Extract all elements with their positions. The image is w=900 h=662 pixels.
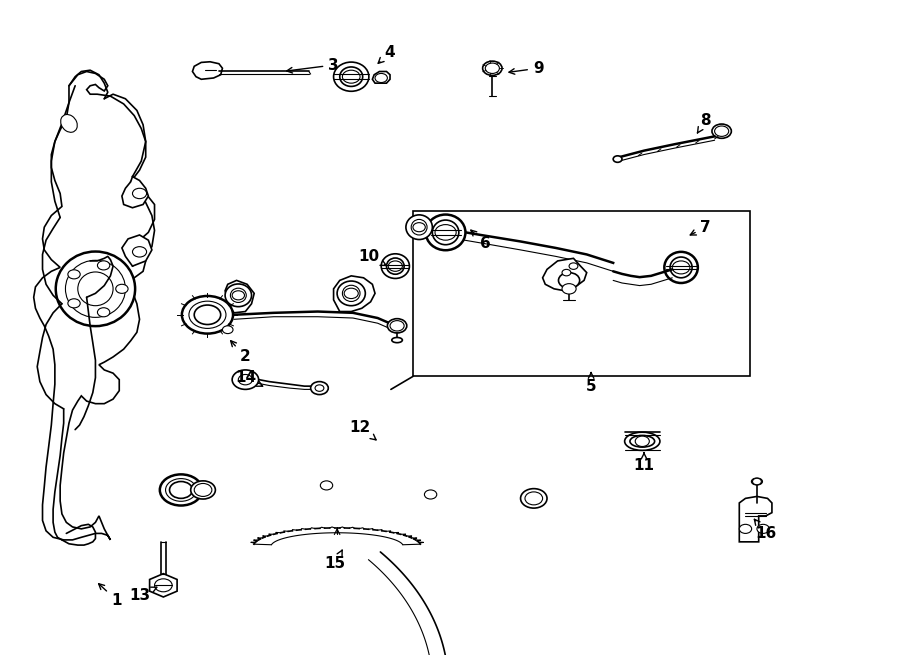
- Ellipse shape: [630, 436, 654, 447]
- Ellipse shape: [160, 475, 202, 506]
- Ellipse shape: [670, 257, 692, 278]
- Polygon shape: [149, 574, 177, 597]
- Ellipse shape: [382, 254, 410, 279]
- Text: 16: 16: [754, 519, 777, 541]
- Circle shape: [132, 188, 147, 199]
- Polygon shape: [739, 496, 772, 542]
- Ellipse shape: [225, 284, 252, 307]
- Ellipse shape: [392, 338, 402, 343]
- Text: 4: 4: [378, 44, 395, 64]
- Ellipse shape: [387, 318, 407, 333]
- Ellipse shape: [60, 115, 77, 132]
- Circle shape: [155, 579, 172, 592]
- Circle shape: [757, 524, 770, 534]
- Text: 2: 2: [230, 341, 251, 365]
- Circle shape: [238, 375, 252, 385]
- Ellipse shape: [191, 481, 215, 499]
- Text: 11: 11: [634, 453, 654, 473]
- Polygon shape: [122, 235, 152, 266]
- Circle shape: [435, 224, 456, 240]
- Circle shape: [342, 70, 360, 83]
- Circle shape: [559, 273, 580, 288]
- Text: 5: 5: [586, 373, 597, 394]
- Text: 1: 1: [99, 584, 122, 608]
- Circle shape: [425, 490, 436, 499]
- Text: 7: 7: [690, 220, 711, 235]
- Circle shape: [68, 299, 80, 308]
- Circle shape: [715, 126, 729, 136]
- Ellipse shape: [386, 258, 404, 274]
- Ellipse shape: [166, 479, 196, 501]
- Ellipse shape: [77, 272, 113, 306]
- Text: 8: 8: [698, 113, 711, 133]
- Circle shape: [413, 222, 426, 232]
- Circle shape: [169, 481, 193, 498]
- Circle shape: [569, 263, 578, 269]
- Polygon shape: [122, 177, 148, 208]
- Circle shape: [320, 481, 333, 490]
- Circle shape: [672, 261, 690, 274]
- Polygon shape: [193, 62, 222, 79]
- Bar: [413, 211, 750, 377]
- Circle shape: [315, 385, 324, 391]
- Ellipse shape: [334, 62, 369, 91]
- Ellipse shape: [520, 489, 547, 508]
- Circle shape: [116, 284, 128, 293]
- Circle shape: [344, 288, 358, 299]
- Circle shape: [97, 261, 110, 270]
- Polygon shape: [225, 281, 254, 313]
- Circle shape: [525, 492, 543, 505]
- Ellipse shape: [752, 478, 762, 485]
- Ellipse shape: [712, 124, 732, 138]
- Text: 12: 12: [349, 420, 376, 440]
- Circle shape: [485, 63, 500, 73]
- Circle shape: [310, 381, 328, 395]
- Circle shape: [97, 308, 110, 317]
- Polygon shape: [373, 71, 390, 83]
- Text: 6: 6: [471, 230, 491, 251]
- Ellipse shape: [342, 285, 360, 301]
- Text: 3: 3: [287, 58, 339, 73]
- Circle shape: [388, 261, 402, 271]
- Circle shape: [739, 524, 752, 534]
- Text: 13: 13: [129, 587, 157, 603]
- Ellipse shape: [664, 252, 698, 283]
- Ellipse shape: [426, 214, 465, 250]
- Circle shape: [222, 326, 233, 334]
- Circle shape: [232, 370, 258, 389]
- Circle shape: [562, 269, 571, 276]
- Circle shape: [752, 478, 761, 485]
- Ellipse shape: [56, 252, 135, 326]
- Circle shape: [390, 320, 404, 331]
- Ellipse shape: [432, 220, 459, 245]
- Text: 10: 10: [358, 249, 386, 265]
- Circle shape: [194, 305, 220, 324]
- Ellipse shape: [340, 67, 363, 87]
- Polygon shape: [334, 276, 375, 312]
- Circle shape: [132, 247, 147, 257]
- Polygon shape: [543, 258, 587, 291]
- Ellipse shape: [182, 296, 233, 334]
- Ellipse shape: [482, 61, 502, 75]
- Ellipse shape: [338, 281, 365, 306]
- Ellipse shape: [406, 215, 432, 240]
- Text: 9: 9: [509, 61, 544, 75]
- Circle shape: [635, 436, 649, 446]
- Text: 14: 14: [235, 370, 263, 386]
- Ellipse shape: [625, 432, 660, 450]
- Circle shape: [375, 73, 387, 83]
- Ellipse shape: [230, 288, 247, 303]
- Ellipse shape: [189, 301, 226, 328]
- Ellipse shape: [66, 260, 125, 317]
- Circle shape: [562, 283, 576, 294]
- Circle shape: [194, 483, 212, 496]
- Polygon shape: [33, 71, 155, 540]
- Circle shape: [232, 291, 245, 300]
- Circle shape: [68, 270, 80, 279]
- Ellipse shape: [613, 156, 622, 162]
- Ellipse shape: [411, 219, 428, 235]
- Text: 15: 15: [325, 550, 346, 571]
